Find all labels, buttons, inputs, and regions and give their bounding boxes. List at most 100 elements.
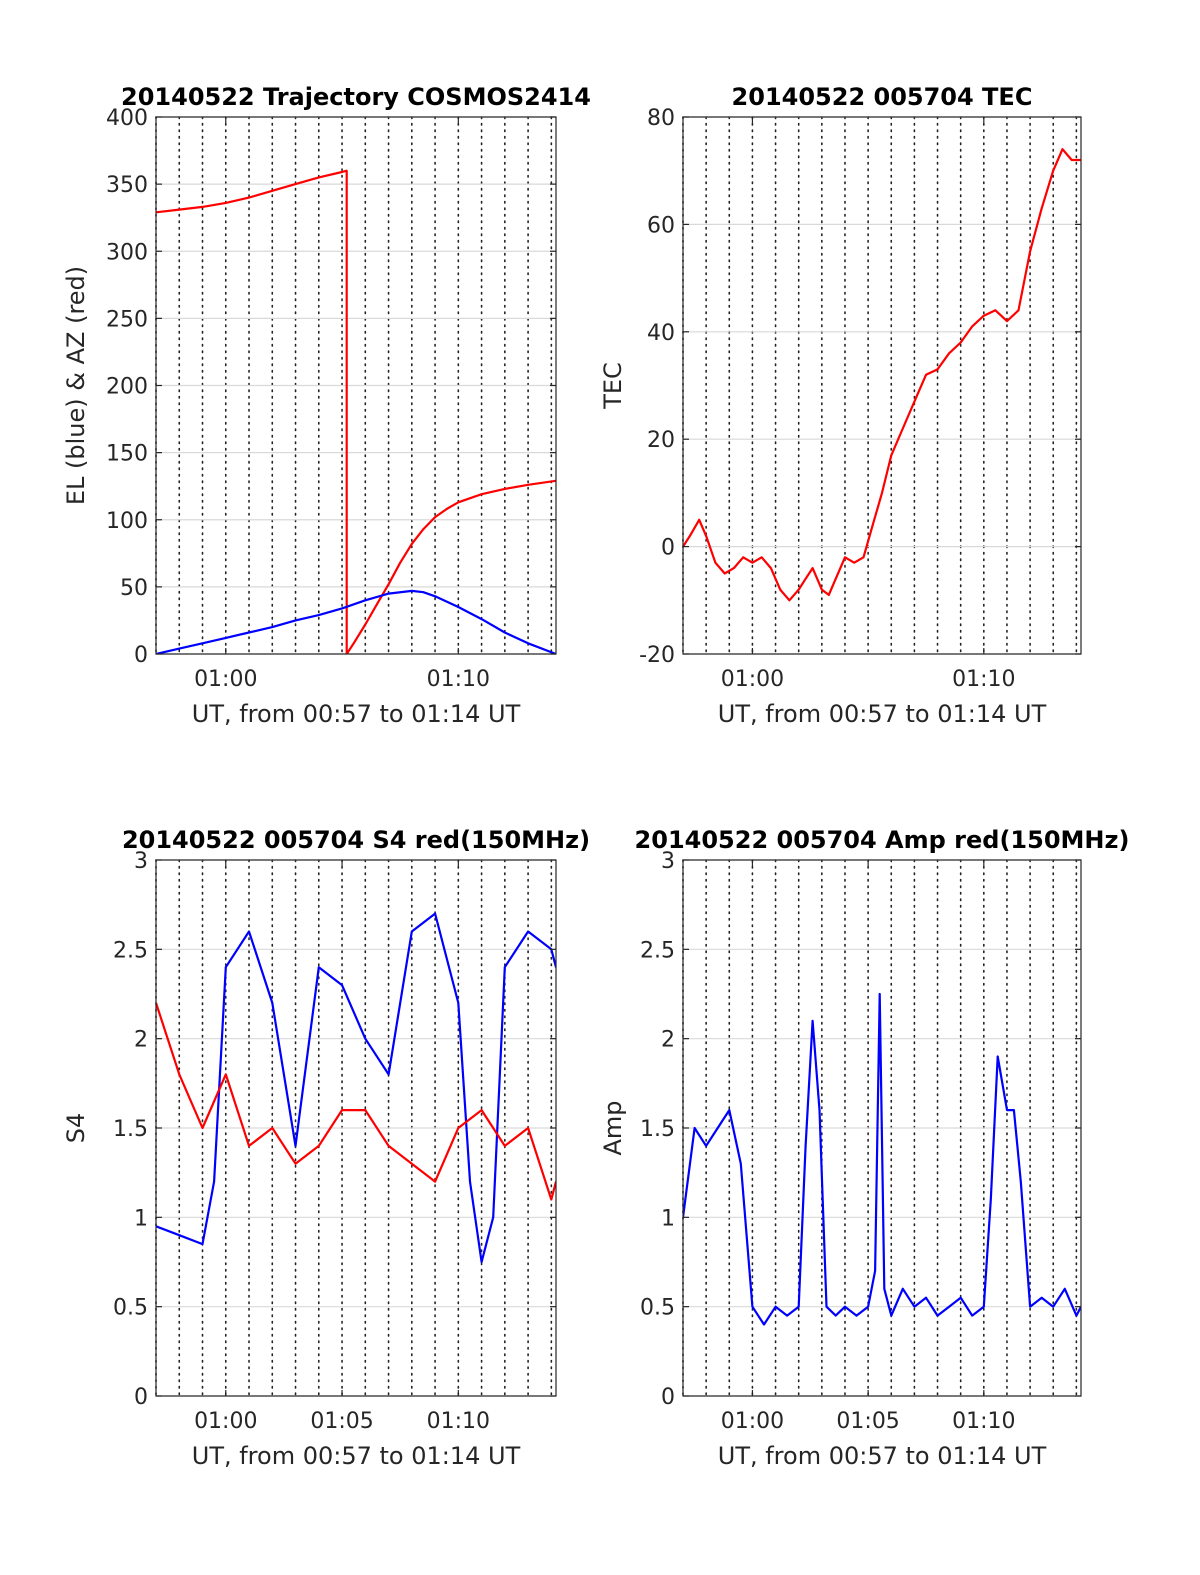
data-point xyxy=(224,966,227,969)
data-point xyxy=(797,1305,800,1308)
chart-title: 20140522 Trajectory COSMOS2414 xyxy=(121,83,591,111)
y-tick-label: 3 xyxy=(661,849,675,874)
data-point xyxy=(982,314,985,317)
data-point xyxy=(925,373,927,376)
data-point xyxy=(248,196,250,199)
data-point xyxy=(434,1180,436,1183)
data-point xyxy=(410,1162,413,1165)
data-point xyxy=(890,1314,893,1317)
data-point xyxy=(811,1019,814,1022)
data-point xyxy=(248,1144,250,1147)
data-point xyxy=(844,1305,846,1308)
data-point xyxy=(996,1055,999,1058)
data-point xyxy=(779,588,782,591)
data-point xyxy=(341,984,343,986)
data-point xyxy=(770,567,772,569)
data-point xyxy=(867,1305,870,1308)
y-axis-label: Amp xyxy=(599,1100,627,1155)
data-point xyxy=(480,1261,483,1263)
chart-panel-3: 0 0.5 1 1.5 2 2.5 3 01:00 01:05 01:10 20140522 005… xyxy=(62,826,590,1470)
data-point xyxy=(341,1109,343,1112)
y-tick-label: 250 xyxy=(106,307,148,332)
series-line-1 xyxy=(683,148,1081,602)
series-line-2 xyxy=(345,170,556,654)
y-tick-label: 50 xyxy=(120,576,148,601)
x-tick-label: 01:00 xyxy=(194,667,257,692)
data-point xyxy=(317,1144,320,1147)
series-line-3 xyxy=(156,589,556,654)
x-tick-label: 01:10 xyxy=(952,667,1015,692)
data-point xyxy=(271,1127,274,1129)
y-tick-label: 1 xyxy=(134,1206,148,1231)
chart-panel-1: 0 50 100 150 200 250 300 350 400 01:00 01:10 201405… xyxy=(62,83,591,728)
x-tick-label: 01:00 xyxy=(721,667,784,692)
x-axis-label: UT, from 00:57 to 01:14 UT xyxy=(718,1442,1047,1470)
data-point xyxy=(317,614,320,616)
data-point xyxy=(224,1073,227,1076)
data-point xyxy=(364,1037,367,1040)
data-point xyxy=(294,1144,297,1147)
data-point xyxy=(1052,1305,1055,1308)
x-axis-label: UT, from 00:57 to 01:14 UT xyxy=(718,700,1047,728)
data-point xyxy=(925,1296,927,1299)
data-point xyxy=(825,1305,828,1308)
data-point xyxy=(445,508,448,510)
data-point xyxy=(804,1144,807,1147)
data-point xyxy=(936,1314,939,1317)
data-point xyxy=(1040,207,1043,210)
data-point xyxy=(689,534,691,537)
data-point xyxy=(410,590,413,592)
data-point xyxy=(834,1314,837,1317)
data-point xyxy=(878,993,881,995)
x-axis-label: UT, from 00:57 to 01:14 UT xyxy=(192,1442,521,1470)
data-point xyxy=(804,577,807,580)
data-point xyxy=(698,518,701,521)
data-point xyxy=(387,592,390,595)
data-point xyxy=(834,577,837,580)
y-tick-label: 400 xyxy=(106,106,148,131)
data-point xyxy=(989,1198,992,1201)
data-point xyxy=(341,171,343,173)
data-point xyxy=(178,647,181,650)
data-point xyxy=(178,208,181,211)
data-point xyxy=(751,1305,754,1308)
data-point xyxy=(492,1216,495,1219)
data-point xyxy=(248,930,250,933)
data-point xyxy=(705,1144,708,1147)
series-line-1 xyxy=(156,912,556,1264)
data-point xyxy=(774,1305,777,1308)
chart-title: 20140522 005704 TEC xyxy=(732,83,1033,111)
data-point xyxy=(317,966,320,969)
data-point xyxy=(317,176,320,179)
data-point xyxy=(797,588,800,591)
data-point xyxy=(224,202,227,204)
y-tick-label: 100 xyxy=(106,509,148,534)
y-tick-label: 0 xyxy=(134,643,148,668)
data-point xyxy=(503,631,506,634)
data-point xyxy=(480,493,483,496)
data-point xyxy=(913,1305,916,1308)
data-point xyxy=(1029,1305,1031,1308)
y-tick-label: 300 xyxy=(106,240,148,265)
data-point xyxy=(550,1198,553,1201)
y-tick-label: 200 xyxy=(106,375,148,400)
data-point xyxy=(1061,148,1064,151)
data-point xyxy=(871,524,874,527)
data-point xyxy=(890,454,893,457)
data-point xyxy=(844,556,846,559)
data-point xyxy=(855,1314,858,1317)
data-point xyxy=(387,1144,390,1147)
data-point xyxy=(469,1180,471,1183)
data-point xyxy=(853,561,856,564)
data-point xyxy=(760,556,763,559)
data-point xyxy=(881,492,883,494)
data-point xyxy=(527,1127,529,1129)
y-axis-label: EL (blue) & AZ (red) xyxy=(62,266,90,505)
data-point xyxy=(345,169,348,172)
y-tick-label: 1.5 xyxy=(640,1117,675,1142)
data-point xyxy=(948,1305,951,1308)
data-point xyxy=(971,1314,974,1317)
data-point xyxy=(201,1127,204,1129)
data-point xyxy=(294,619,297,622)
y-tick-label: 3 xyxy=(134,849,148,874)
